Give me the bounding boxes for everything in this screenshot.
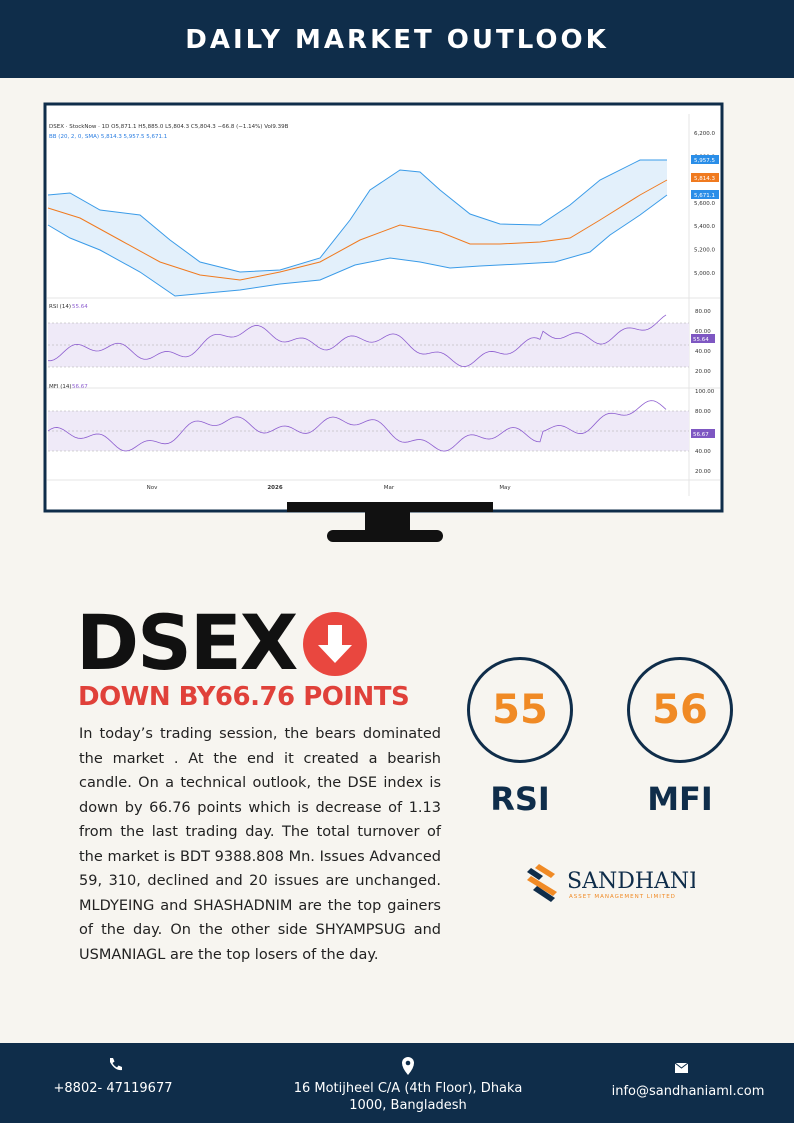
price-tick: 5,600.0 bbox=[694, 201, 715, 207]
mfi-tag bbox=[691, 429, 715, 438]
mfi-legend: MFI (14) bbox=[49, 384, 72, 390]
logo-tagline: ASSET MANAGEMENT LIMITED bbox=[569, 894, 676, 900]
price-tag-text: 5,671.1 bbox=[694, 193, 715, 199]
price-tag-text: 5,814.3 bbox=[694, 176, 715, 182]
mfi-tick: 40.00 bbox=[695, 449, 711, 455]
x-label: May bbox=[499, 485, 511, 491]
price-tag bbox=[691, 173, 719, 182]
price-tag-text: 5,957.5 bbox=[694, 158, 715, 164]
rsi-tick: 60.00 bbox=[695, 329, 711, 335]
stand-bar bbox=[287, 502, 493, 512]
email: info@sandhaniaml.com bbox=[611, 1084, 765, 1099]
down-icon bbox=[303, 612, 367, 676]
bb-middle bbox=[47, 179, 668, 281]
bb-legend: BB (20, 2, 0, SMA) 5,814.3 5,957.5 5,671… bbox=[49, 134, 167, 140]
rsi-tag bbox=[691, 334, 715, 343]
address-line-2: 1000, Bangladesh bbox=[349, 1098, 467, 1113]
mfi-label: MFI bbox=[647, 780, 713, 818]
bb-lower bbox=[47, 194, 668, 297]
rsi-legend-value: 55.64 bbox=[72, 304, 88, 310]
mfi-tick: 100.00 bbox=[695, 389, 715, 395]
index-name: DSEX bbox=[76, 598, 298, 687]
monitor: DSEX · StockNow · 1D O5,871.1 H5,885.0 L… bbox=[43, 102, 724, 542]
location-icon bbox=[402, 1057, 414, 1075]
bb-band bbox=[48, 160, 667, 296]
address-line-1: 16 Motijheel C/A (4th Floor), Dhaka bbox=[293, 1081, 523, 1096]
mfi-legend-value: 56.67 bbox=[72, 384, 88, 390]
phone: +8802- 47119677 bbox=[53, 1081, 173, 1096]
x-label: 2026 bbox=[267, 485, 282, 491]
bb-upper bbox=[47, 159, 667, 273]
logo: SANDHANI ASSET MANAGEMENT LIMITED bbox=[527, 864, 695, 902]
mfi-tick: 80.00 bbox=[695, 409, 711, 415]
rsi-tick: 20.00 bbox=[695, 369, 711, 375]
chart-legend: DSEX · StockNow · 1D O5,871.1 H5,885.0 L… bbox=[49, 124, 289, 130]
price-tick: 6,200.0 bbox=[694, 131, 715, 137]
mfi-line bbox=[47, 400, 667, 452]
phone-icon bbox=[110, 1058, 122, 1071]
rsi-value: 55 bbox=[467, 657, 573, 763]
mfi-tick: 20.00 bbox=[695, 469, 711, 475]
change-headline: DOWN BY66.76 POINTS bbox=[78, 682, 410, 712]
price-tick: 5,200.0 bbox=[694, 248, 715, 254]
email-icon bbox=[675, 1063, 688, 1073]
rsi-tick: 80.00 bbox=[695, 309, 711, 315]
x-label: Mar bbox=[384, 485, 395, 491]
footer: +8802- 47119677 16 Motijheel C/A (4th Fl… bbox=[0, 1043, 794, 1123]
body-text: In today’s trading session, the bears do… bbox=[79, 726, 441, 963]
price-tag bbox=[691, 155, 719, 164]
logo-name: SANDHANI bbox=[567, 869, 695, 894]
price-tick: 5,400.0 bbox=[694, 224, 715, 230]
stand-base bbox=[327, 530, 443, 542]
x-label: Nov bbox=[147, 485, 158, 491]
rsi-line bbox=[47, 314, 667, 367]
rsi-tag-text: 55.64 bbox=[693, 337, 709, 343]
mfi-tag-text: 56.67 bbox=[693, 432, 709, 438]
stand-neck bbox=[365, 512, 410, 530]
rsi-tick: 40.00 bbox=[695, 349, 711, 355]
rsi-label: RSI bbox=[490, 780, 550, 818]
header-title: DAILY MARKET OUTLOOK bbox=[0, 0, 794, 78]
price-tag bbox=[691, 190, 719, 199]
rsi-legend: RSI (14) bbox=[49, 304, 71, 310]
mfi-value: 56 bbox=[627, 657, 733, 763]
price-tick: 5,000.0 bbox=[694, 271, 715, 277]
